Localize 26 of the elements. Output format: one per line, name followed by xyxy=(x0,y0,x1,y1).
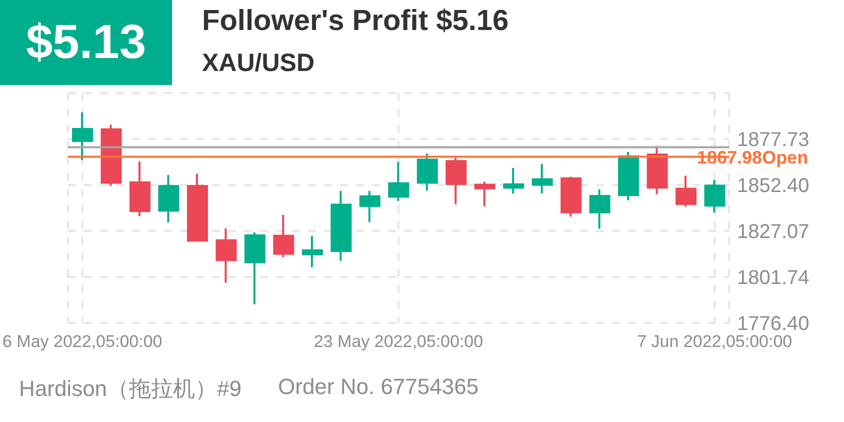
candlestick xyxy=(446,158,467,204)
candlestick xyxy=(158,175,180,222)
x-tick-label: 6 May 2022,05:00:00 xyxy=(2,332,162,351)
candlestick xyxy=(244,232,266,304)
candlestick xyxy=(129,161,150,216)
candlestick xyxy=(589,189,610,229)
y-tick-label: 1852.40 xyxy=(737,175,810,198)
candlestick xyxy=(474,182,496,206)
text: $5.13 xyxy=(0,0,172,85)
candlestick xyxy=(359,190,380,222)
candlestick xyxy=(416,154,438,191)
y-tick-label: 1801.74 xyxy=(737,267,810,290)
candlestick xyxy=(676,176,697,207)
candlestick xyxy=(704,180,726,213)
y-tick-label: 1827.07 xyxy=(737,221,810,244)
candlestick xyxy=(302,236,323,268)
chart-subtitle: XAU/USD xyxy=(202,49,315,78)
candlestick xyxy=(186,174,208,242)
x-tick-label: 23 May 2022,05:00:00 xyxy=(314,332,484,351)
candlestick xyxy=(560,176,582,217)
text: Hardison（拖拉机）#9 xyxy=(19,375,242,403)
candlestick xyxy=(72,112,93,160)
text: Order No. 67754365 xyxy=(278,374,479,400)
candlestick xyxy=(273,214,294,258)
chart-title: Follower's Profit $5.16 xyxy=(202,5,509,38)
candlestick xyxy=(330,190,352,261)
